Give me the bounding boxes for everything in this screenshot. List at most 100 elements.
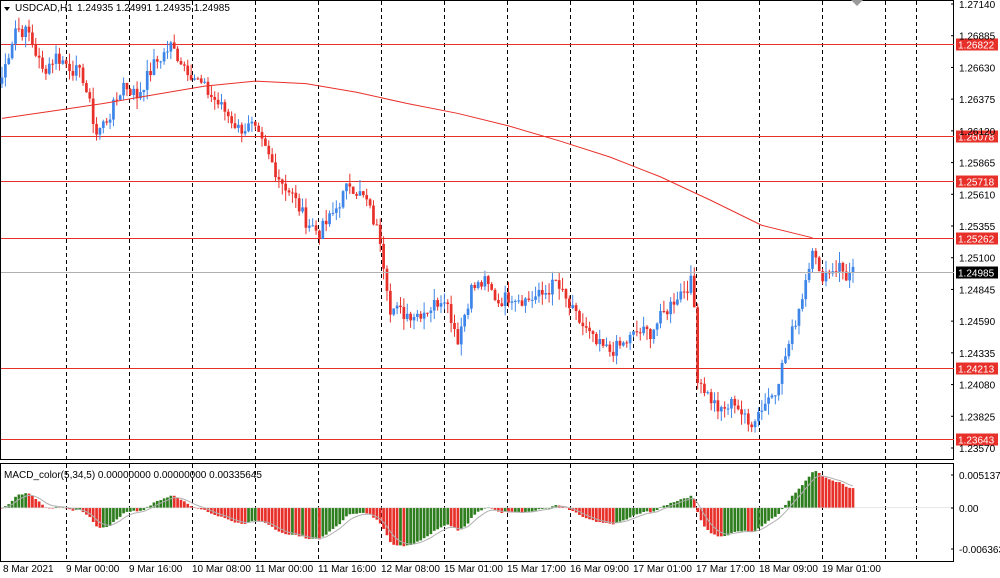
candle-body bbox=[250, 121, 254, 124]
macd-bar bbox=[665, 505, 669, 509]
macd-bar bbox=[480, 508, 483, 511]
candle-body bbox=[611, 351, 615, 356]
candle-body bbox=[446, 302, 450, 305]
macd-bar bbox=[287, 508, 291, 535]
candle-body bbox=[385, 268, 389, 291]
y-tick-label: 1.26375 bbox=[959, 95, 996, 106]
candle-body bbox=[14, 28, 17, 44]
candle-body bbox=[517, 300, 521, 302]
macd-bar bbox=[784, 504, 787, 509]
macd-bar bbox=[41, 504, 44, 509]
candle-body bbox=[713, 400, 716, 404]
macd-bar bbox=[213, 508, 217, 515]
macd-bar bbox=[189, 506, 193, 509]
candle-body bbox=[682, 291, 686, 293]
macd-bar bbox=[307, 508, 311, 540]
macd-bar bbox=[696, 508, 700, 513]
candle-body bbox=[54, 53, 58, 64]
candle-body bbox=[453, 322, 456, 330]
macd-bar bbox=[449, 508, 453, 527]
candle-body bbox=[81, 67, 85, 84]
candle-body bbox=[307, 225, 311, 228]
candle-body bbox=[709, 392, 713, 404]
candle-body bbox=[753, 421, 757, 428]
macd-bar bbox=[851, 488, 855, 509]
candle-body bbox=[226, 111, 230, 117]
x-tick-label: 19 Mar 01:00 bbox=[822, 564, 881, 575]
macd-bar bbox=[162, 498, 166, 509]
candle-body bbox=[463, 314, 466, 327]
candle-body bbox=[122, 82, 125, 96]
macd-bar bbox=[412, 508, 416, 544]
candle-body bbox=[824, 271, 828, 282]
macd-bar bbox=[733, 508, 737, 532]
candle-body bbox=[186, 65, 190, 76]
macd-bar bbox=[615, 508, 618, 523]
macd-bar bbox=[520, 508, 524, 513]
candle-body bbox=[787, 343, 791, 357]
candle-body bbox=[686, 291, 689, 293]
candle-body bbox=[578, 311, 581, 323]
candle-body bbox=[419, 313, 423, 319]
price-axis: 1.27140 1.26885 1.26630 1.26375 1.26120 1.258… bbox=[951, 0, 1000, 556]
candle-body bbox=[763, 403, 767, 411]
candle-body bbox=[287, 190, 291, 193]
macd-bar bbox=[564, 507, 568, 509]
macd-bar bbox=[517, 508, 521, 513]
candle-body bbox=[537, 289, 541, 297]
macd-bar bbox=[689, 495, 693, 509]
candle-body bbox=[692, 275, 696, 308]
macd-bar bbox=[348, 508, 352, 515]
x-tick-label: 11 Mar 00:00 bbox=[255, 564, 314, 575]
macd-bar bbox=[422, 508, 426, 539]
candle-body bbox=[294, 192, 298, 199]
candle-body bbox=[95, 123, 98, 135]
macd-bar bbox=[490, 508, 494, 509]
candle-body bbox=[328, 213, 331, 225]
macd-bar bbox=[311, 508, 315, 539]
x-tick-label: 12 Mar 08:00 bbox=[381, 564, 440, 575]
collapse-triangle-icon[interactable] bbox=[4, 7, 10, 11]
candle-body bbox=[348, 183, 352, 187]
macd-bar bbox=[250, 508, 254, 522]
candle-body bbox=[591, 331, 595, 334]
macd-bar bbox=[824, 477, 828, 509]
macd-bar bbox=[821, 476, 824, 509]
macd-bar bbox=[220, 508, 223, 517]
y-tick-label: 1.25865 bbox=[959, 159, 996, 170]
candle-body bbox=[645, 326, 649, 330]
macd-bar bbox=[91, 508, 95, 523]
candle-body bbox=[493, 289, 497, 301]
macd-tick-label: 0.00 bbox=[959, 504, 979, 515]
y-tick-label: 1.26885 bbox=[959, 32, 996, 43]
candle-body bbox=[817, 257, 821, 272]
x-tick-label: 18 Mar 09:00 bbox=[759, 564, 818, 575]
macd-bar bbox=[395, 508, 399, 546]
macd-bar bbox=[389, 508, 392, 543]
macd-bar bbox=[280, 508, 284, 533]
x-tick-label: 15 Mar 01:00 bbox=[444, 564, 503, 575]
candle-body bbox=[345, 183, 348, 192]
candle-body bbox=[78, 65, 82, 68]
macd-bar bbox=[44, 507, 48, 509]
macd-bar bbox=[128, 508, 132, 512]
candle-body bbox=[135, 88, 139, 99]
macd-bar bbox=[206, 508, 210, 513]
y-tick-label: 1.23825 bbox=[959, 412, 996, 423]
candle-body bbox=[264, 138, 267, 146]
candle-body bbox=[821, 271, 824, 282]
candle-body bbox=[169, 42, 173, 52]
x-tick-label: 16 Mar 09:00 bbox=[570, 564, 629, 575]
macd-bar bbox=[453, 508, 456, 528]
candle-body bbox=[409, 313, 412, 321]
macd-bar bbox=[186, 503, 190, 509]
candle-body bbox=[605, 344, 608, 346]
price-levels: 1.26822 1.26078 1.25718 1.25262 1.24213 1.236… bbox=[1, 38, 998, 447]
macd-bar bbox=[534, 508, 537, 511]
candle-body bbox=[220, 102, 223, 105]
scroll-marker-icon[interactable] bbox=[851, 0, 863, 6]
macd-bar bbox=[588, 508, 591, 520]
candle-body bbox=[37, 55, 41, 58]
macd-bar bbox=[405, 508, 409, 546]
